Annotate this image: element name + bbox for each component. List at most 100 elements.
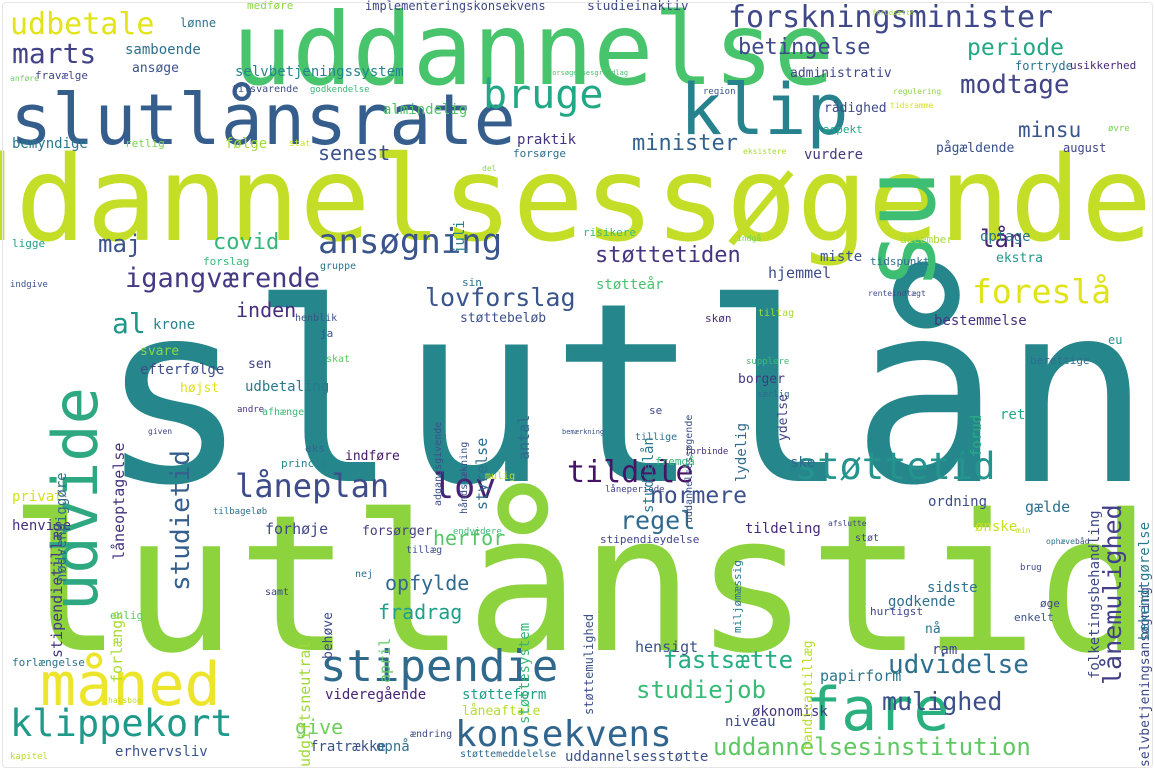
cloud-word-118: ram — [932, 642, 958, 658]
cloud-word-85: forslag — [203, 255, 250, 268]
cloud-word-122: videregående — [325, 687, 427, 703]
cloud-word-69: aspekt — [823, 123, 863, 136]
cloud-word-110: privat — [12, 489, 63, 505]
cloud-word-169: støttesystem — [517, 622, 533, 724]
cloud-word-92: efterfølge — [140, 362, 225, 378]
cloud-word-123: støtteform — [462, 687, 547, 703]
cloud-word-small-16: forbinde — [685, 447, 729, 457]
cloud-word-71: vurdere — [804, 147, 864, 163]
cloud-word-126: niveau — [725, 714, 776, 730]
cloud-word-27: igangværende — [125, 263, 321, 294]
cloud-word-36: regel — [620, 506, 696, 535]
cloud-word-small-3: region — [703, 87, 736, 97]
cloud-word-105: gælde — [1025, 498, 1071, 516]
cloud-word-61: usikkerhed — [1070, 59, 1137, 72]
cloud-word-156: nødvendiggøre — [54, 472, 70, 582]
cloud-word-153: mulig — [485, 471, 516, 482]
cloud-word-163: uddannelsessøgende — [684, 414, 695, 523]
cloud-word-small-6: eksistere — [743, 147, 787, 156]
cloud-word-75: følge — [225, 136, 268, 152]
cloud-word-88: støtteår — [596, 277, 664, 293]
cloud-word-30: maj — [98, 230, 142, 258]
cloud-word-2: uddannelsessøgende — [0, 130, 1152, 268]
cloud-word-56: samboende — [125, 42, 201, 58]
cloud-word-117: nå — [925, 622, 941, 637]
cloud-word-small-13: andre — [237, 405, 265, 415]
cloud-word-82: tidspunkt — [870, 255, 930, 268]
cloud-word-20: tildele — [567, 455, 694, 490]
cloud-word-102: forud — [969, 414, 985, 457]
cloud-word-small-10: sin — [462, 276, 482, 289]
cloud-word-170: støttemulighed — [582, 614, 596, 716]
cloud-word-31: al — [112, 307, 146, 340]
cloud-word-172: udgiftsneutral — [296, 640, 314, 767]
cloud-word-58: selvbetjeningssystem — [235, 64, 404, 80]
cloud-word-116: godkende — [888, 594, 956, 610]
cloud-word-17: foreslå — [972, 272, 1112, 311]
cloud-word-166: folketingsbehandling — [1087, 510, 1103, 679]
cloud-word-93: højst — [180, 381, 220, 396]
cloud-word-100: borger — [738, 372, 785, 387]
cloud-word-59: administrativ — [790, 66, 892, 81]
cloud-word-168: bekendtgørelse — [1137, 522, 1153, 641]
cloud-word-66: almindelig — [383, 102, 468, 118]
cloud-word-157: låneoptagelse — [110, 442, 128, 560]
cloud-word-21: låneplan — [235, 467, 390, 505]
cloud-word-50: papirform — [820, 667, 902, 685]
cloud-word-132: ændring — [410, 729, 453, 740]
cloud-word-101: ret — [1000, 407, 1026, 423]
cloud-word-43: betingelse — [738, 35, 871, 60]
cloud-word-159: antal — [515, 414, 533, 460]
cloud-word-32: normere — [650, 483, 747, 509]
cloud-word-45: inden — [236, 298, 297, 322]
cloud-word-78: optage — [980, 229, 1031, 245]
cloud-word-small-19: ophæve — [1046, 537, 1075, 546]
cloud-word-84: risikere — [583, 226, 636, 239]
cloud-word-47: herfor — [433, 526, 506, 550]
cloud-word-133: forlængelse — [12, 656, 85, 669]
cloud-word-6: su — [841, 169, 958, 290]
cloud-word-64: tilsvarende — [232, 84, 299, 95]
cloud-word-135: enlig — [110, 609, 144, 622]
cloud-word-147: skat — [326, 354, 351, 365]
cloud-word-65: godkendelse — [310, 85, 370, 95]
cloud-word-40: senest — [318, 141, 391, 165]
cloud-word-95: sen — [248, 357, 272, 372]
cloud-word-115: sidste — [927, 580, 978, 596]
cloud-word-87: ligge — [12, 237, 46, 250]
cloud-word-small-9: indgå — [737, 234, 762, 243]
cloud-word-96: ja — [320, 327, 334, 340]
cloud-word-86: gruppe — [320, 261, 357, 272]
cloud-word-130: uddannelsesstøtte — [565, 749, 709, 765]
cloud-word-149: særlig — [757, 390, 790, 400]
cloud-word-164: adgangsgivende — [433, 421, 444, 506]
cloud-word-89: støttebeløb — [460, 311, 547, 326]
cloud-word-small-18: min — [1016, 526, 1031, 535]
cloud-word-139: tillæg — [406, 545, 443, 556]
cloud-word-176: miljømæssig — [731, 559, 744, 633]
cloud-word-4: slutlånsrate — [10, 79, 516, 161]
cloud-word-small-4: tidsramme — [890, 101, 934, 110]
cloud-word-174: behøve — [321, 612, 336, 660]
cloud-word-14: forskningsminister — [728, 0, 1054, 35]
cloud-word-154: låneperiode — [605, 485, 665, 495]
cloud-word-107: tildeling — [745, 521, 821, 537]
cloud-word-19: lov — [433, 467, 497, 507]
cloud-word-34: mulighed — [882, 687, 1003, 716]
cloud-word-108: forhøje — [265, 520, 329, 538]
cloud-word-131: støttemeddelelse — [460, 749, 557, 760]
cloud-word-63: anføre — [10, 74, 39, 83]
cloud-word-26: lovforslag — [425, 283, 576, 312]
cloud-word-7: måned — [40, 650, 221, 720]
cloud-word-70: forsørge — [513, 147, 566, 160]
cloud-word-10: stipendie — [320, 641, 559, 692]
cloud-word-161: ydelse — [776, 394, 791, 442]
cloud-word-140: tilbageløb — [213, 507, 268, 517]
cloud-word-25: studietid — [166, 449, 196, 591]
cloud-word-15: bruge — [483, 72, 604, 118]
cloud-word-small-5: øvre — [1108, 124, 1130, 134]
cloud-word-44: lån — [980, 225, 1024, 253]
cloud-word-small-8: del — [482, 164, 497, 173]
cloud-word-134: kapitel — [10, 752, 48, 762]
